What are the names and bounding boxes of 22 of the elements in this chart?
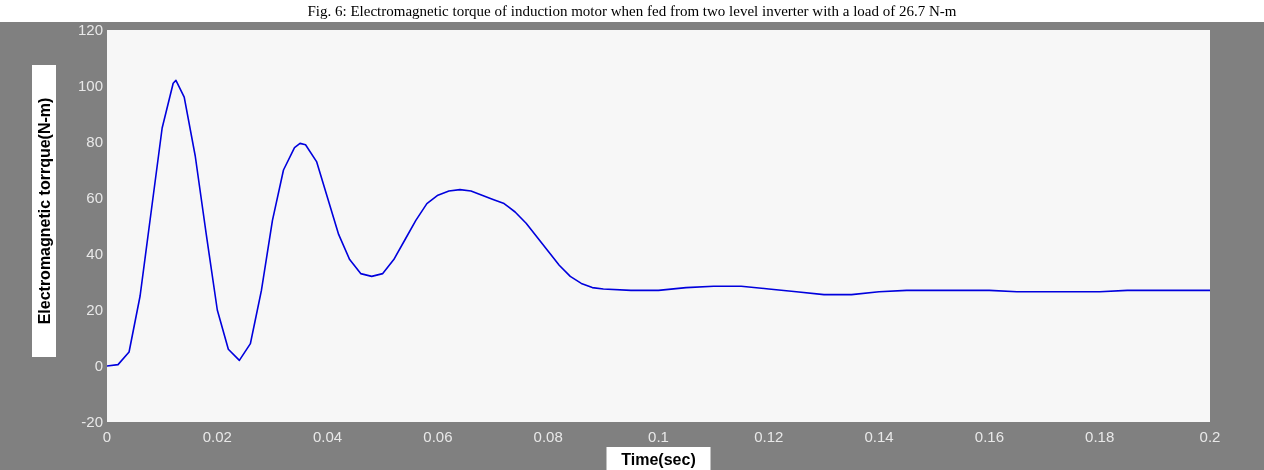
x-tick-label: 0.04 — [313, 428, 343, 445]
x-tick-label: 0.06 — [423, 428, 453, 445]
y-tick-label: 20 — [86, 301, 103, 318]
x-tick-label: 0.18 — [1085, 428, 1115, 445]
x-tick-label: 0.02 — [202, 428, 232, 445]
y-axis-title: Electromagnetic torrque(N-m) — [36, 97, 53, 325]
x-axis-title: Time(sec) — [621, 451, 696, 468]
y-tick-label: 60 — [86, 189, 103, 206]
x-tick-label: 0.1 — [648, 428, 669, 445]
y-tick-label: 0 — [94, 357, 103, 374]
chart-title: Fig. 6: Electromagnetic torque of induction motor when fed from two level inverter with a load of 26.7 N-m — [307, 3, 957, 19]
x-tick-label: 0.08 — [533, 428, 563, 445]
x-tick-label: 0.14 — [864, 428, 894, 445]
y-tick-label: 100 — [77, 77, 103, 94]
x-tick-label: 0.2 — [1199, 428, 1221, 445]
x-tick-label: 0.16 — [974, 428, 1004, 445]
x-tick-label: 0.12 — [754, 428, 784, 445]
y-tick-label: 80 — [86, 133, 103, 150]
y-tick-label: 120 — [77, 21, 103, 38]
y-tick-label: 40 — [86, 245, 103, 262]
line-series — [107, 79, 1210, 367]
y-tick-label: -20 — [81, 413, 103, 430]
